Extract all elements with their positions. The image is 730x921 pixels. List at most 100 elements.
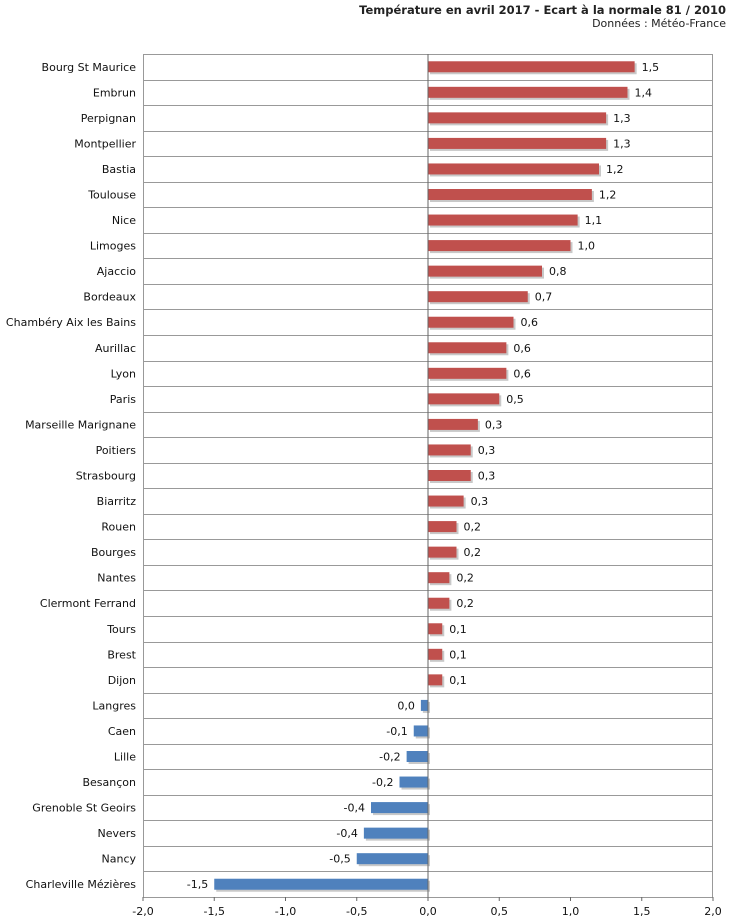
category-label: Nice <box>112 214 136 227</box>
data-label: 1,0 <box>578 240 596 253</box>
data-label: -0,1 <box>386 725 407 738</box>
category-label: Marseille Marignane <box>25 418 136 431</box>
category-label: Nantes <box>97 572 136 585</box>
x-tick-label: -1,5 <box>204 905 225 918</box>
bar <box>428 572 450 584</box>
bar <box>428 623 443 635</box>
data-label: 1,3 <box>613 137 631 150</box>
category-label: Dijon <box>108 674 136 687</box>
chart-title: Température en avril 2017 - Ecart à la n… <box>359 3 726 17</box>
category-label: Grenoble St Geoirs <box>32 802 136 815</box>
data-label: 1,5 <box>642 61 660 74</box>
category-label: Embrun <box>93 86 136 99</box>
data-label: 0,1 <box>449 674 467 687</box>
category-label: Tours <box>106 623 136 636</box>
category-label: Lille <box>114 751 136 764</box>
category-label: Clermont Ferrand <box>40 597 136 610</box>
data-label: 0,2 <box>464 546 482 559</box>
bar <box>428 137 607 149</box>
category-label: Aurillac <box>95 342 136 355</box>
bar <box>428 342 507 354</box>
x-tick-label: -0,5 <box>346 905 367 918</box>
category-label: Paris <box>110 393 136 406</box>
category-label: Langres <box>92 699 136 712</box>
data-label: 0,1 <box>449 648 467 661</box>
bar <box>214 878 428 890</box>
bar <box>413 725 428 737</box>
data-label: 1,2 <box>599 189 617 202</box>
x-tick-label: 1,5 <box>633 905 651 918</box>
data-label: -1,5 <box>187 878 208 891</box>
data-label: 0,2 <box>456 572 474 585</box>
data-label: 1,3 <box>613 112 631 125</box>
bar <box>428 240 571 252</box>
data-label: 0,6 <box>513 342 531 355</box>
x-tick-label: -2,0 <box>132 905 153 918</box>
category-label: Chambéry Aix les Bains <box>6 316 136 329</box>
bar <box>428 265 542 277</box>
data-label: 0,5 <box>506 393 524 406</box>
data-label: -0,4 <box>344 802 365 815</box>
data-label: 0,7 <box>535 291 553 304</box>
category-label: Brest <box>107 648 136 661</box>
category-label: Besançon <box>82 776 136 789</box>
bar <box>428 546 457 558</box>
category-label: Perpignan <box>81 112 136 125</box>
data-label: -0,5 <box>329 853 350 866</box>
category-label: Ajaccio <box>97 265 136 278</box>
x-tick-label: -1,0 <box>275 905 296 918</box>
data-label: 0,8 <box>549 265 567 278</box>
bar <box>428 444 471 456</box>
category-label: Nancy <box>102 853 137 866</box>
category-label: Bourg St Maurice <box>42 61 137 74</box>
bar <box>428 470 471 481</box>
data-label: 0,2 <box>464 521 482 534</box>
data-label: -0,4 <box>336 827 357 840</box>
bar <box>356 853 428 865</box>
data-label: 1,4 <box>635 86 653 99</box>
data-label: 0,3 <box>478 444 496 457</box>
bar <box>428 163 599 175</box>
x-tick-label: 0,0 <box>419 905 437 918</box>
bar <box>428 112 607 124</box>
category-label: Poitiers <box>96 444 137 457</box>
bar <box>428 393 500 405</box>
x-tick-label: 2,0 <box>704 905 722 918</box>
category-label: Charleville Mézières <box>26 878 137 891</box>
category-label: Toulouse <box>87 189 136 202</box>
bar <box>399 776 428 788</box>
data-label: 0,1 <box>449 623 467 636</box>
bar <box>428 495 464 507</box>
bar <box>428 418 478 430</box>
category-label: Nevers <box>97 827 136 840</box>
data-label: -0,2 <box>372 776 393 789</box>
data-label: 0,6 <box>521 316 539 329</box>
category-label: Biarritz <box>97 495 137 508</box>
bar <box>363 827 428 839</box>
bar <box>371 802 428 814</box>
data-label: 1,2 <box>606 163 624 176</box>
bar <box>428 597 450 609</box>
bar <box>428 61 635 73</box>
bar <box>428 291 528 303</box>
category-label: Bourges <box>91 546 136 559</box>
data-label: 0,3 <box>478 470 496 483</box>
chart-source: Données : Météo-France <box>592 17 726 30</box>
x-tick-label: 0,5 <box>491 905 509 918</box>
bar <box>428 674 443 686</box>
category-label: Strasbourg <box>76 470 136 483</box>
bar <box>406 751 428 762</box>
data-label: 0,3 <box>471 495 489 508</box>
data-label: -0,2 <box>379 751 400 764</box>
bar <box>428 316 514 328</box>
category-label: Lyon <box>111 367 136 380</box>
data-label: 1,1 <box>585 214 603 227</box>
category-label: Bastia <box>102 163 136 176</box>
category-label: Montpellier <box>74 137 136 150</box>
bar <box>428 367 507 379</box>
bar <box>420 699 428 711</box>
category-label: Bordeaux <box>83 291 136 304</box>
data-label: 0,0 <box>397 699 415 712</box>
bar <box>428 648 443 660</box>
